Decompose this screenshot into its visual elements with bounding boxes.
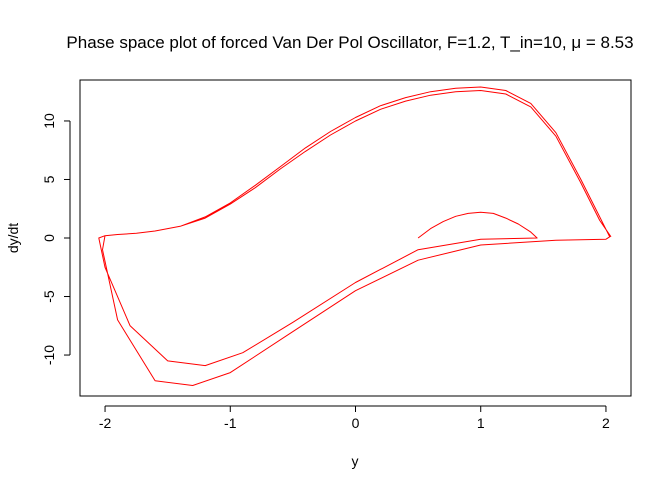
y-axis: -10 -5 0 5 10 xyxy=(41,113,71,365)
phase-trajectory-line xyxy=(98,86,612,386)
x-tick-label: 0 xyxy=(352,415,360,431)
y-tick-label: -5 xyxy=(41,290,57,303)
x-axis-title: y xyxy=(352,453,359,469)
y-tick-label: 10 xyxy=(41,113,57,129)
plot-frame xyxy=(79,79,632,397)
series-layer xyxy=(98,86,612,386)
x-tick-label: -2 xyxy=(99,415,112,431)
y-axis-title: dy/dt xyxy=(5,223,21,253)
x-tick-label: 2 xyxy=(602,415,610,431)
x-axis: -2 -1 0 1 2 xyxy=(99,405,610,431)
chart-title: Phase space plot of forced Van Der Pol O… xyxy=(66,33,633,52)
y-tick-label: 0 xyxy=(41,234,57,242)
x-tick-label: -1 xyxy=(224,415,237,431)
y-tick-label: 5 xyxy=(41,175,57,183)
y-tick-label: -10 xyxy=(41,345,57,365)
x-tick-label: 1 xyxy=(477,415,485,431)
